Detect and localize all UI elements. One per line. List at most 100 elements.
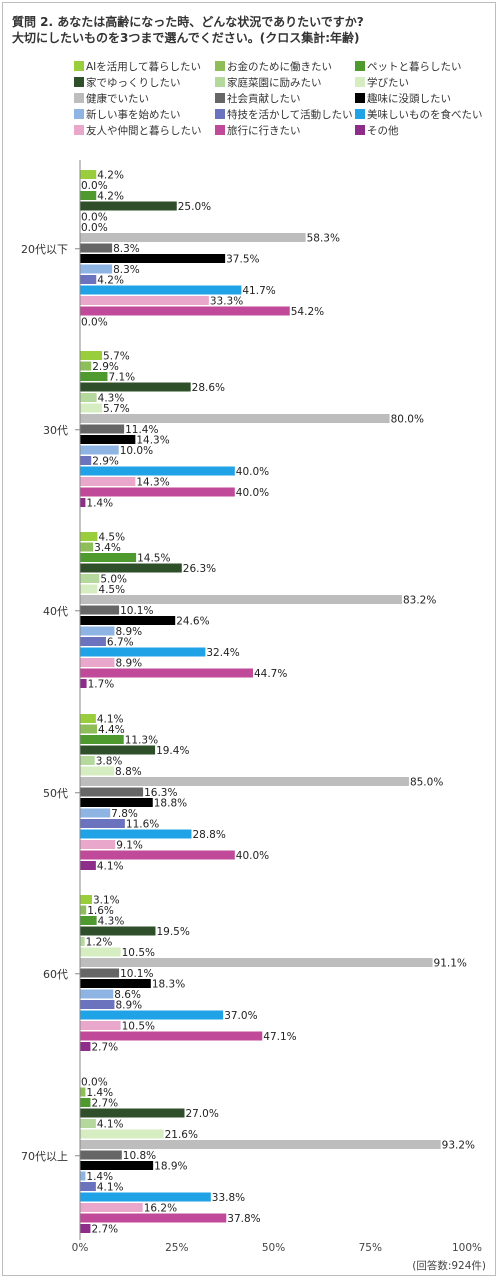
data-label: 10.8% bbox=[123, 1150, 156, 1162]
bar bbox=[80, 861, 96, 870]
data-label: 37.0% bbox=[224, 1010, 257, 1022]
bar bbox=[80, 926, 156, 936]
category-label: 30代 bbox=[43, 424, 68, 437]
bar bbox=[80, 766, 115, 776]
data-label: 16.2% bbox=[144, 1203, 177, 1215]
data-label: 26.3% bbox=[183, 563, 216, 575]
bar bbox=[80, 637, 106, 646]
bar bbox=[80, 1203, 143, 1212]
legend-swatch bbox=[74, 109, 84, 119]
data-label: 14.5% bbox=[137, 553, 170, 565]
data-label: 6.7% bbox=[107, 637, 134, 649]
bar bbox=[80, 477, 136, 486]
data-label: 58.3% bbox=[307, 233, 340, 245]
legend-label: 社会貢献したい bbox=[227, 93, 301, 105]
data-label: 37.5% bbox=[226, 254, 259, 266]
category-label: 20代以下 bbox=[21, 243, 68, 256]
legend-label: 友人や仲間と暮らしたい bbox=[86, 125, 202, 137]
legend-item: 友人や仲間と暮らしたい bbox=[74, 125, 202, 137]
legend-item: 家庭菜園に励みたい bbox=[215, 77, 322, 89]
data-label: 10.5% bbox=[122, 947, 155, 959]
legend-item: ペットと暮らしたい bbox=[355, 61, 462, 73]
data-label: 4.3% bbox=[98, 916, 125, 928]
data-label: 2.7% bbox=[91, 1042, 118, 1054]
bar bbox=[80, 1021, 121, 1030]
data-label: 9.1% bbox=[116, 840, 143, 852]
legend-label: 家庭菜園に励みたい bbox=[227, 77, 322, 89]
bar bbox=[80, 553, 137, 562]
data-label: 8.3% bbox=[113, 264, 140, 276]
bar bbox=[80, 895, 92, 904]
category-label: 40代 bbox=[43, 605, 68, 618]
data-label: 4.3% bbox=[98, 393, 125, 405]
data-label: 37.8% bbox=[227, 1213, 260, 1225]
bar bbox=[80, 745, 156, 755]
bar bbox=[80, 937, 85, 946]
data-label: 11.3% bbox=[125, 735, 158, 747]
legend-swatch bbox=[74, 125, 84, 135]
data-label: 25.0% bbox=[178, 201, 211, 213]
bar bbox=[80, 1213, 227, 1223]
data-label: 7.8% bbox=[111, 808, 138, 820]
bar bbox=[80, 382, 191, 392]
bar bbox=[80, 233, 306, 242]
bar bbox=[80, 393, 97, 402]
bar bbox=[80, 819, 125, 828]
bar bbox=[80, 1192, 211, 1202]
legend-swatch bbox=[355, 61, 365, 71]
legend-swatch bbox=[355, 125, 365, 135]
bar bbox=[80, 1031, 263, 1041]
bar bbox=[80, 735, 124, 744]
legend-item: お金のために働きたい bbox=[215, 61, 332, 73]
data-label: 1.4% bbox=[86, 1087, 113, 1099]
data-label: 19.5% bbox=[156, 926, 189, 938]
data-label: 8.3% bbox=[113, 243, 140, 255]
bar bbox=[80, 584, 98, 594]
bar bbox=[80, 170, 97, 179]
bar bbox=[80, 668, 253, 678]
bar bbox=[80, 850, 235, 860]
data-label: 8.9% bbox=[115, 626, 142, 638]
bar bbox=[80, 574, 100, 583]
legend-label: 家でゆっくりしたい bbox=[86, 77, 181, 89]
bar bbox=[80, 798, 153, 807]
bar bbox=[80, 787, 144, 797]
data-label: 40.0% bbox=[236, 850, 269, 862]
bar bbox=[80, 1010, 224, 1020]
data-label: 83.2% bbox=[403, 595, 436, 607]
bar bbox=[80, 361, 92, 371]
legend-label: ペットと暮らしたい bbox=[367, 61, 462, 73]
bar bbox=[80, 979, 151, 988]
legend-swatch bbox=[74, 93, 84, 103]
data-label: 5.7% bbox=[103, 403, 130, 415]
bar bbox=[80, 445, 119, 455]
bar bbox=[80, 616, 176, 625]
data-label: 19.4% bbox=[156, 745, 189, 757]
legend-swatch bbox=[215, 93, 225, 103]
legend: AIを活用して暮らしたい お金のために働きたい ペットと暮らしたい 家でゆっくりしたい… bbox=[0, 0, 500, 140]
bar bbox=[80, 658, 115, 667]
data-label: 4.4% bbox=[98, 724, 125, 736]
data-label: 5.7% bbox=[103, 351, 130, 363]
x-tick-label: 0% bbox=[72, 1242, 89, 1254]
bar bbox=[80, 958, 433, 967]
legend-label: 特技を活かして活動したい bbox=[227, 109, 353, 121]
data-label: 0.0% bbox=[81, 1077, 108, 1089]
bar bbox=[80, 1140, 441, 1149]
legend-item: 健康でいたい bbox=[74, 93, 149, 105]
legend-item: 趣味に没頭したい bbox=[355, 93, 451, 105]
bar bbox=[80, 542, 94, 552]
bar bbox=[80, 424, 125, 434]
bar bbox=[80, 1108, 185, 1118]
bar bbox=[80, 829, 192, 839]
data-label: 18.3% bbox=[152, 979, 185, 991]
data-label: 1.6% bbox=[87, 905, 114, 917]
legend-swatch bbox=[215, 77, 225, 87]
data-label: 0.0% bbox=[81, 317, 108, 329]
legend-item: 家でゆっくりしたい bbox=[74, 77, 181, 89]
legend-swatch bbox=[74, 61, 84, 71]
bar bbox=[80, 285, 242, 295]
data-label: 2.7% bbox=[91, 1098, 118, 1110]
bar bbox=[80, 1150, 122, 1160]
category-label: 60代 bbox=[43, 968, 68, 981]
